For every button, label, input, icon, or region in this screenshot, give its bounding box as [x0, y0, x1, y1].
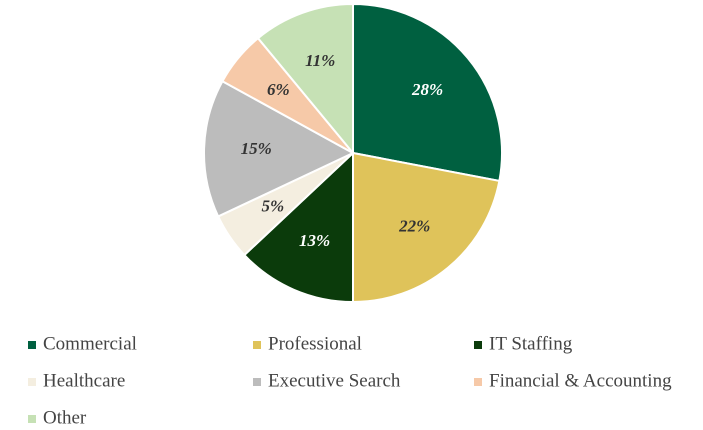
legend-swatch [474, 341, 482, 349]
data-label: 6% [267, 80, 290, 99]
legend-label: Healthcare [43, 370, 125, 391]
data-label: 13% [299, 231, 330, 250]
pie-slice [352, 2, 503, 183]
pie-slice [352, 151, 501, 304]
legend-swatch [253, 378, 261, 386]
legend-label: Financial & Accounting [489, 370, 672, 391]
legend-swatch [474, 378, 482, 386]
legend-label: Professional [268, 333, 362, 354]
legend-swatch [28, 415, 36, 423]
data-label: 22% [398, 217, 430, 236]
legend-label: Other [43, 407, 87, 428]
legend-label: IT Staffing [489, 333, 573, 354]
data-label: 5% [262, 196, 285, 215]
legend-swatch [28, 378, 36, 386]
data-label: 11% [305, 51, 335, 70]
legend-swatch [28, 341, 36, 349]
pie-slice [203, 79, 356, 218]
data-label: 15% [241, 139, 272, 158]
legend-swatch [253, 341, 261, 349]
pie-slice [242, 150, 354, 304]
legend-label: Executive Search [268, 370, 401, 391]
pie-slice [256, 2, 354, 156]
legend-label: Commercial [43, 333, 137, 354]
data-label: 28% [411, 80, 443, 99]
